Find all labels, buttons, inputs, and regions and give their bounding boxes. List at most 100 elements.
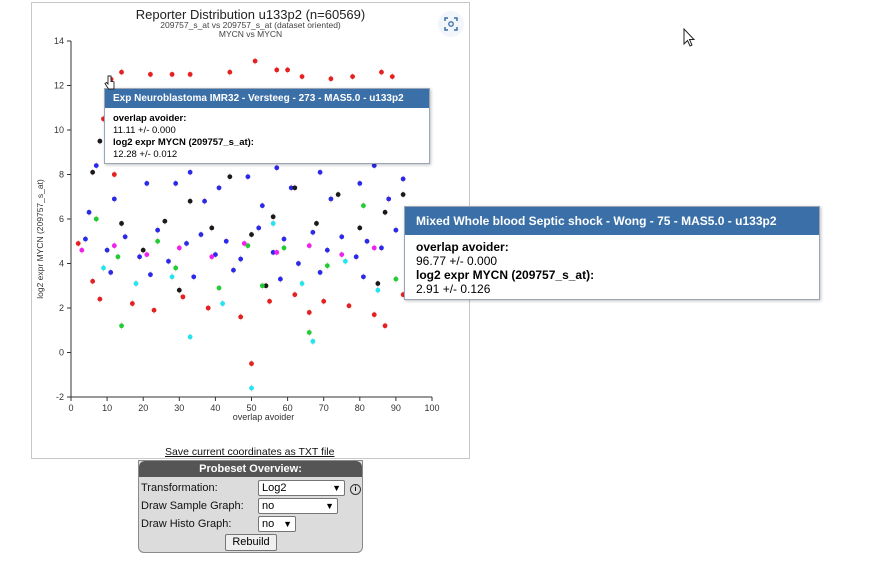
tooltip-sample-imr32: Exp Neuroblastoma IMR32 - Versteeg - 273…	[104, 88, 430, 164]
data-point-blue	[93, 163, 99, 169]
data-point-red	[187, 71, 193, 77]
sample-graph-select[interactable]: no ▼	[258, 498, 338, 514]
data-point-red	[238, 314, 244, 320]
data-point-cyan	[375, 287, 381, 293]
data-point-blue	[148, 272, 153, 278]
data-point-black	[382, 209, 388, 215]
expand-button[interactable]	[438, 11, 464, 37]
data-point-blue	[108, 270, 114, 275]
data-point-red	[321, 298, 327, 304]
data-point-green	[324, 263, 330, 269]
data-point-green	[259, 283, 265, 289]
data-point-red	[292, 292, 298, 298]
data-point-green	[361, 203, 366, 209]
data-point-black	[249, 232, 254, 237]
data-point-black	[263, 283, 269, 289]
histo-graph-select[interactable]: no ▼	[258, 516, 296, 532]
data-point-cyan	[249, 385, 254, 391]
data-point-black	[97, 138, 103, 144]
data-point-magenta	[144, 252, 150, 257]
x-tick-label: 100	[424, 403, 439, 413]
data-point-black	[375, 281, 381, 286]
expand-icon	[444, 17, 458, 31]
data-point-red	[148, 71, 153, 77]
data-point-cyan	[342, 258, 348, 264]
data-point-black	[357, 225, 363, 231]
chevron-down-icon: ▼	[283, 519, 292, 529]
data-point-black	[187, 198, 193, 204]
data-point-red	[97, 296, 103, 302]
data-point-blue	[144, 181, 150, 186]
transformation-value: Log2	[262, 482, 287, 494]
data-point-blue	[216, 185, 222, 191]
overview-title: Probeset Overview:	[139, 461, 362, 477]
data-point-magenta	[111, 243, 117, 249]
data-point-blue	[371, 163, 377, 169]
data-point-blue	[317, 270, 323, 275]
data-point-green	[216, 285, 222, 291]
data-point-red	[205, 305, 211, 311]
data-point-blue	[231, 267, 236, 273]
y-tick-label: 12	[54, 81, 64, 91]
sample-graph-value: no	[262, 500, 275, 512]
data-point-red	[151, 307, 157, 313]
tooltip-title: Mixed Whole blood Septic shock - Wong - …	[405, 207, 819, 235]
data-point-green	[173, 265, 179, 271]
y-axis-label: log2 expr MYCN (209757_s_at)	[35, 179, 45, 299]
data-point-magenta	[306, 243, 312, 249]
data-point-blue	[339, 234, 345, 240]
data-point-red	[328, 76, 334, 82]
y-tick-label: 4	[59, 259, 64, 269]
data-point-blue	[223, 238, 229, 244]
data-point-cyan	[310, 338, 316, 344]
data-point-red	[180, 294, 186, 300]
data-point-blue	[379, 245, 384, 251]
data-point-red	[371, 312, 377, 318]
data-point-cyan	[220, 301, 226, 306]
data-point-blue	[259, 203, 265, 209]
mouse-pointer-icon	[683, 28, 696, 47]
data-point-black	[292, 185, 298, 191]
save-coordinates-link[interactable]: Save current coordinates as TXT file	[165, 446, 335, 458]
data-point-black	[162, 218, 168, 224]
data-point-cyan	[270, 221, 276, 226]
data-point-blue	[187, 169, 193, 175]
data-point-red	[249, 361, 254, 367]
y-tick-label: -2	[56, 392, 64, 402]
data-point-blue	[386, 196, 392, 202]
data-point-black	[119, 221, 124, 226]
data-point-black	[270, 214, 276, 220]
data-point-blue	[296, 261, 301, 266]
data-point-blue	[155, 227, 161, 233]
data-point-green	[119, 323, 124, 329]
data-point-magenta	[176, 245, 182, 251]
data-point-green	[281, 245, 287, 251]
chart-title: Reporter Distribution u133p2 (n=60569)	[135, 7, 366, 22]
data-point-red	[274, 67, 280, 73]
data-point-green	[155, 238, 161, 244]
x-tick-label: 10	[102, 403, 112, 413]
data-point-blue	[137, 254, 142, 260]
y-tick-label: 0	[59, 348, 64, 358]
data-point-blue	[191, 274, 197, 280]
data-point-red	[169, 71, 175, 77]
chevron-down-icon: ▼	[332, 483, 341, 493]
data-point-blue	[111, 196, 117, 202]
data-point-blue	[83, 236, 88, 242]
data-point-blue	[328, 196, 334, 202]
rebuild-button[interactable]: Rebuild	[225, 534, 277, 551]
data-point-blue	[86, 209, 92, 215]
tooltip-y-label: log2 expr MYCN (209757_s_at):	[113, 137, 254, 148]
data-point-red	[306, 310, 312, 315]
data-point-black	[400, 192, 406, 197]
data-point-blue	[166, 258, 171, 264]
data-point-blue	[274, 165, 280, 171]
data-point-cyan	[299, 281, 305, 286]
y-tick-label: 6	[59, 214, 64, 224]
data-point-magenta	[371, 245, 377, 251]
y-tick-label: 14	[54, 36, 64, 46]
transformation-select[interactable]: Log2 ▼	[258, 480, 345, 496]
tooltip-sample-septic-shock: Mixed Whole blood Septic shock - Wong - …	[404, 206, 820, 300]
info-icon[interactable]: i	[350, 484, 361, 495]
data-point-cyan	[133, 281, 139, 286]
